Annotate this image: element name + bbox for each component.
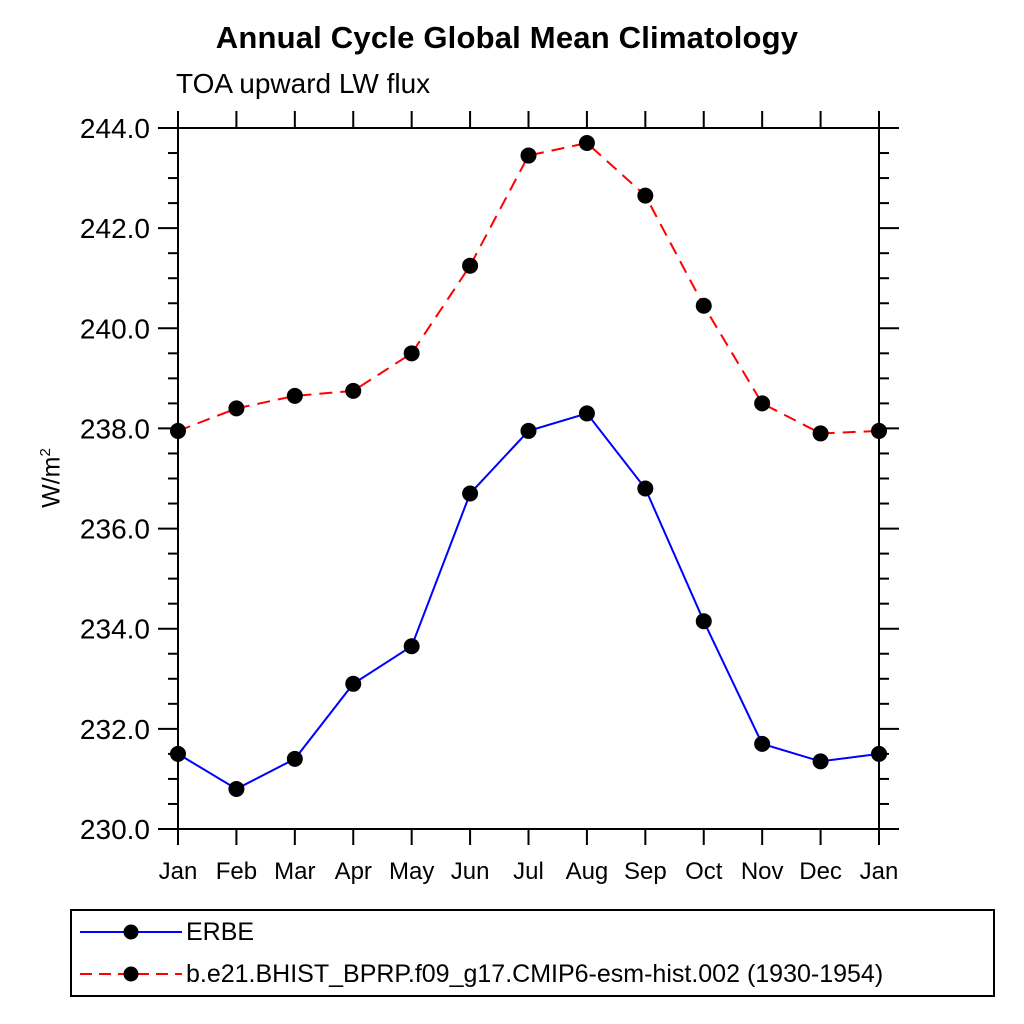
x-tick-label: Feb [216,858,257,885]
x-tick-label: Mar [274,858,315,885]
y-tick-label: 236.0 [80,514,150,545]
legend-item-model: b.e21.BHIST_BPRP.f09_g17.CMIP6-esm-hist.… [72,953,993,995]
y-tick-label: 230.0 [80,814,150,845]
data-point-marker [462,485,479,502]
legend: ERBE b.e21.BHIST_BPRP.f09_g17.CMIP6-esm-… [70,909,995,997]
x-tick-label: Aug [566,858,609,885]
data-point-marker [754,395,771,412]
x-tick-label: Jan [860,858,899,885]
data-point-marker [520,147,537,164]
legend-item-erbe: ERBE [72,911,993,953]
data-point-marker [520,422,537,439]
series-line [177,141,880,435]
x-tick-label: Apr [335,858,372,885]
x-tick-label: Jan [159,858,198,885]
data-point-marker [578,405,595,422]
x-tick-label: Sep [624,858,667,885]
data-point-marker [578,135,595,152]
data-point-marker [695,297,712,314]
data-point-marker [345,382,362,399]
data-point-marker [462,257,479,274]
x-tick-label: May [389,858,434,885]
data-point-marker [286,387,303,404]
y-tick-label: 232.0 [80,714,150,745]
data-point-marker [812,425,829,442]
x-tick-label: Nov [741,858,784,885]
data-point-marker [403,638,420,655]
data-point-marker [403,345,420,362]
legend-label-model: b.e21.BHIST_BPRP.f09_g17.CMIP6-esm-hist.… [186,959,884,988]
x-tick-label: Jul [513,858,544,885]
data-point-marker [637,187,654,204]
data-point-marker [170,745,186,762]
legend-swatch-dashed-line-icon [80,966,182,982]
x-tick-label: Oct [685,858,723,885]
y-tick-label: 234.0 [80,614,150,645]
data-point-marker [345,675,362,692]
legend-label-erbe: ERBE [186,917,255,946]
series-line [177,412,880,791]
data-point-marker [812,753,829,770]
y-tick-label: 238.0 [80,413,150,444]
x-tick-label: Jun [451,858,490,885]
data-point-marker [228,780,245,797]
x-tick-label: Dec [799,858,842,885]
chart-subtitle: TOA upward LW flux [176,68,431,99]
y-tick-label: 244.0 [80,113,150,144]
data-point-marker [286,750,303,767]
legend-swatch-solid-line-icon [80,924,182,940]
y-tick-label: 240.0 [80,313,150,344]
y-tick-label: 242.0 [80,213,150,244]
data-point-marker [695,613,712,630]
data-point-marker [170,422,186,439]
data-point-marker [871,745,887,762]
chart-title: Annual Cycle Global Mean Climatology [215,20,799,55]
data-point-marker [871,422,887,439]
data-point-marker [228,400,245,417]
data-point-marker [637,480,654,497]
data-point-marker [754,735,771,752]
